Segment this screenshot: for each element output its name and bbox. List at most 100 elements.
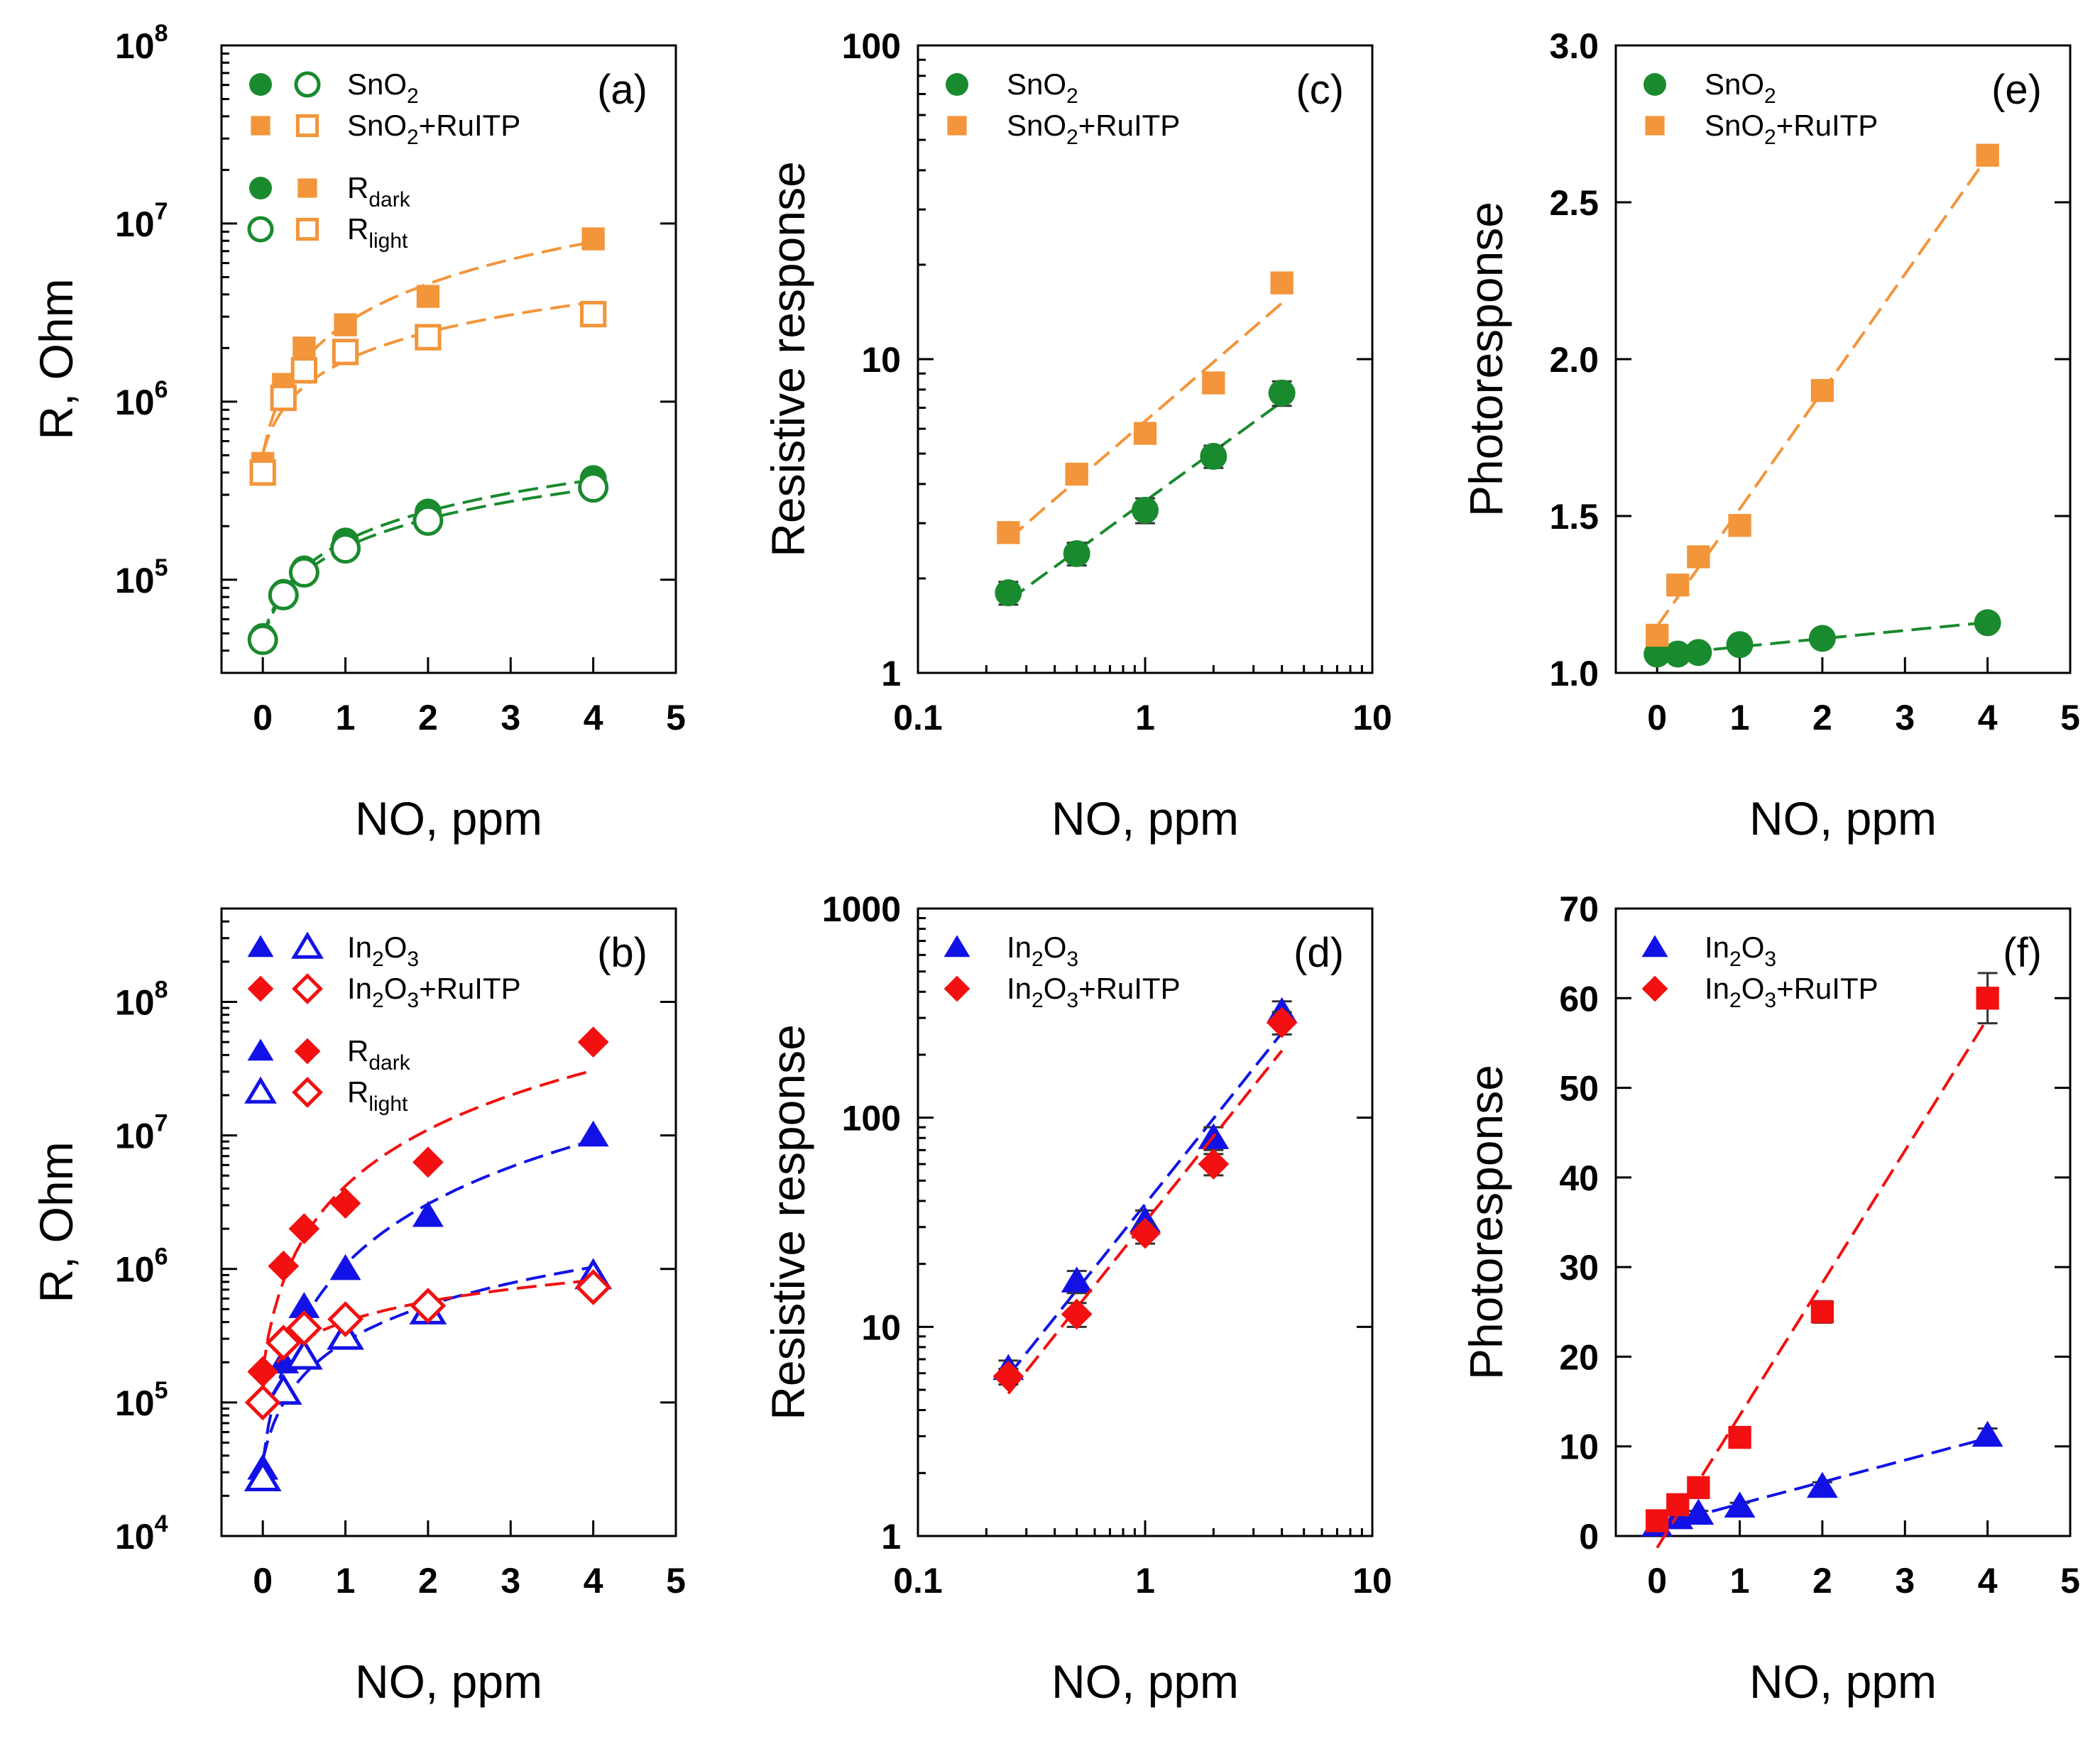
y-tick-label: 3.0 xyxy=(1549,26,1599,66)
data-point xyxy=(410,1288,447,1324)
legend-subscript: 2 xyxy=(1066,126,1078,149)
legend-marker xyxy=(291,931,324,959)
data-point xyxy=(1808,625,1836,652)
data-point xyxy=(1644,640,1671,668)
data-point xyxy=(416,285,440,308)
data-point xyxy=(1646,1509,1669,1532)
data-point xyxy=(1687,1476,1710,1499)
legend-marker xyxy=(244,1076,277,1104)
data-point xyxy=(1683,1498,1715,1525)
legend-marker xyxy=(1644,73,1666,96)
legend-marker xyxy=(292,1077,323,1108)
legend-text-part: In xyxy=(347,931,372,964)
x-tick-label: 3 xyxy=(1895,698,1915,737)
x-tick-label: 2 xyxy=(1812,1561,1832,1601)
data-point xyxy=(579,300,607,328)
legend-label: In2O3+RuITP xyxy=(347,972,521,1012)
y-tick-exponent: 6 xyxy=(155,376,168,403)
data-point xyxy=(1266,1006,1298,1038)
y-axis-title: Resistive response xyxy=(762,161,814,557)
data-point xyxy=(1270,271,1294,295)
data-point xyxy=(290,357,318,384)
panel-label: (a) xyxy=(597,67,647,113)
y-axis-title: Resistive response xyxy=(762,1024,814,1420)
series-sno2 xyxy=(995,379,1296,607)
legend-label: SnO2+RuITP xyxy=(1705,109,1878,149)
series-sno2-rlight xyxy=(247,472,609,655)
legend-subscript: dark xyxy=(368,1051,410,1075)
data-point xyxy=(288,1213,320,1244)
legend-subscript: 3 xyxy=(1066,989,1078,1012)
data-point xyxy=(332,339,359,366)
series-sno2-ruitp xyxy=(997,271,1294,544)
legend-text-part: +RuITP xyxy=(1776,972,1878,1005)
legend-marker xyxy=(294,71,321,98)
y-axis-title: Photoresponse xyxy=(1460,202,1512,517)
y-tick-label: 100 xyxy=(842,26,901,66)
y-tick-exponent: 7 xyxy=(155,198,168,225)
legend-text-part: SnO xyxy=(1007,109,1066,142)
y-tick-label: 2.5 xyxy=(1549,183,1599,223)
y-tick-label: 108 xyxy=(115,20,168,66)
y-tick-label: 2.0 xyxy=(1549,340,1599,380)
legend-subscript: 3 xyxy=(1764,989,1776,1012)
data-point xyxy=(1065,462,1088,486)
legend-subscript: 2 xyxy=(1032,948,1044,971)
data-point xyxy=(1685,639,1712,666)
panel-label: (f) xyxy=(2003,930,2042,976)
x-tick-label: 10 xyxy=(1352,1561,1392,1601)
series-sno2-ruitp-rdark xyxy=(251,227,605,476)
legend-text-part: +RuITP xyxy=(1078,109,1181,142)
data-point xyxy=(270,384,297,412)
legend-marker xyxy=(944,975,970,1002)
data-point xyxy=(1976,987,1999,1010)
x-tick-label: 5 xyxy=(666,698,686,737)
legend-text-part: SnO xyxy=(347,109,407,142)
data-point xyxy=(268,1250,300,1282)
legend-subscript: light xyxy=(368,1092,408,1116)
legend-marker xyxy=(249,73,272,96)
data-point xyxy=(285,1310,322,1346)
x-tick-label: 5 xyxy=(2060,1561,2080,1601)
legend-label: Rlight xyxy=(347,1075,408,1116)
x-tick-label: 4 xyxy=(584,1561,603,1601)
data-point xyxy=(997,521,1020,544)
legend-marker xyxy=(295,114,319,138)
legend-text-part: O xyxy=(1741,931,1765,964)
legend-label: SnO2 xyxy=(347,67,419,108)
legend-text-part: SnO xyxy=(1705,109,1764,142)
series-in2o3-ruitp xyxy=(992,1006,1298,1395)
legend-subscript: 2 xyxy=(1729,948,1741,971)
legend-subscript: 2 xyxy=(407,126,419,149)
data-point xyxy=(995,579,1022,607)
panel-label: (d) xyxy=(1294,930,1344,976)
legend-subscript: 2 xyxy=(1066,84,1078,108)
data-point xyxy=(244,1384,281,1421)
x-tick-label: 1 xyxy=(1730,1561,1750,1601)
y-tick-label: 10 xyxy=(1559,1427,1599,1467)
y-tick-label: 104 xyxy=(115,1510,168,1557)
data-point xyxy=(1061,1298,1093,1330)
legend-text-part: R xyxy=(347,212,368,246)
chart-panel-e: 1.0 1.5 2.0 2.5 3.0 0 1 2 3 4 5 NO, ppm Photorespons… xyxy=(1460,26,2080,845)
legend-text-part: SnO xyxy=(1705,67,1764,101)
plot-frame xyxy=(220,44,677,674)
legend-label: Rdark xyxy=(347,1034,411,1075)
x-tick-label: 1 xyxy=(336,698,356,737)
data-point xyxy=(264,1373,302,1405)
y-tick-label: 40 xyxy=(1559,1158,1599,1198)
data-point xyxy=(1061,1266,1093,1293)
legend-subscript: light xyxy=(368,229,408,253)
data-point xyxy=(247,624,278,655)
y-tick-label: 1000 xyxy=(822,889,901,929)
trend-line xyxy=(1656,1017,1989,1549)
legend-subscript: 3 xyxy=(407,948,419,971)
x-tick-label: 2 xyxy=(418,1561,438,1601)
data-point xyxy=(1130,1217,1161,1249)
legend-subscript: 3 xyxy=(1066,948,1078,971)
legend-marker xyxy=(297,178,317,198)
